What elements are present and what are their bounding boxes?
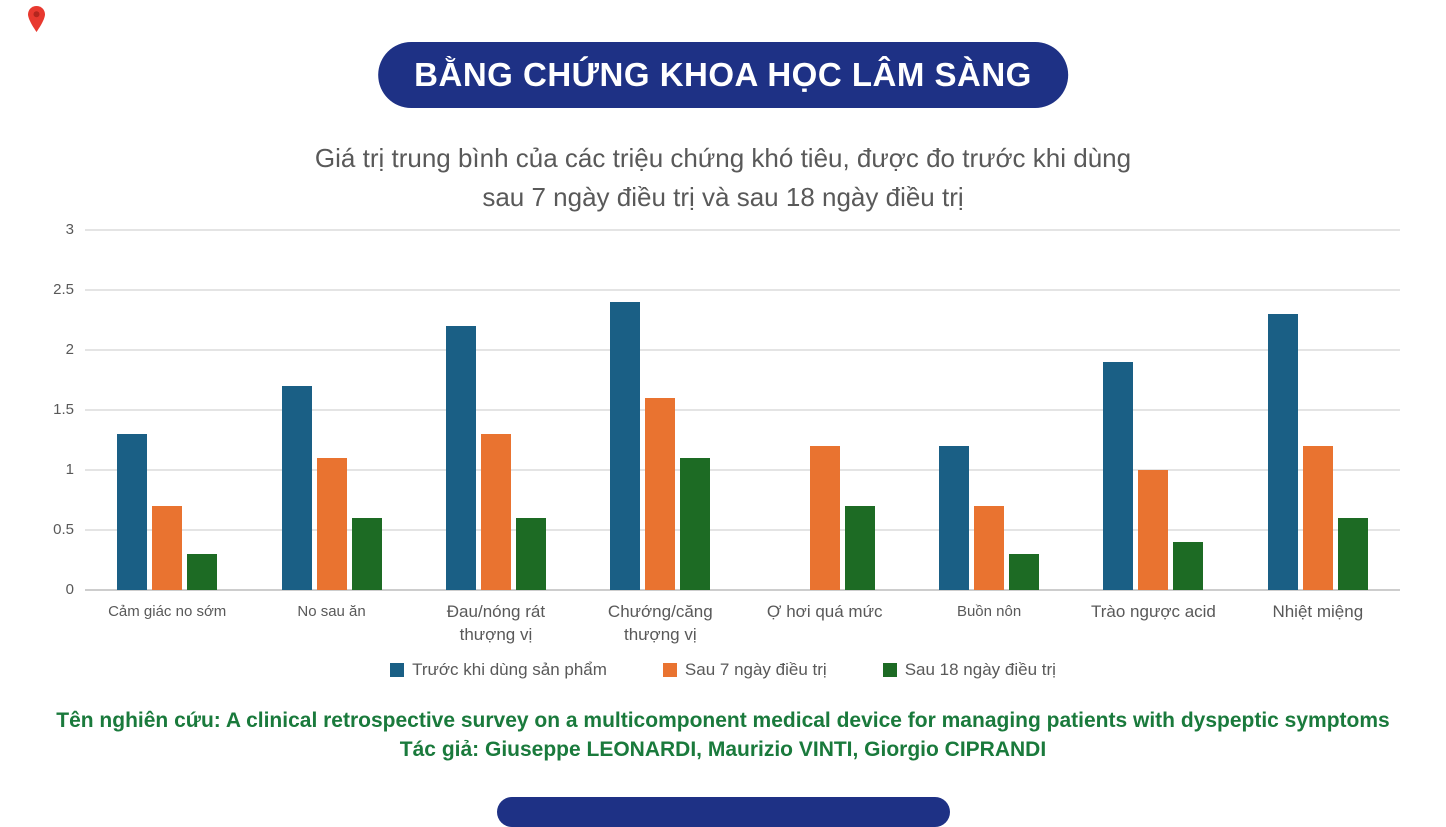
bar (281, 386, 312, 590)
category-label-line: Trào ngược acid (1090, 602, 1216, 621)
legend-item: Sau 18 ngày điều trị (882, 660, 1056, 680)
gridline (85, 529, 1400, 531)
legend-item-label: Sau 7 ngày điều trị (684, 660, 827, 679)
bar (316, 458, 347, 590)
bar (117, 434, 148, 590)
bar (809, 446, 840, 590)
y-axis: 0 0.5 1 1.5 2 2.5 3 (30, 221, 74, 598)
category-label-line: thượng vị (624, 625, 697, 644)
legend: Trước khi dùng sản phẩm Sau 7 ngày điều t… (0, 660, 1446, 680)
tick-label: 2.5 (53, 281, 74, 298)
bar (152, 506, 183, 590)
bar-chart: 0 0.5 1 1.5 2 2.5 3 Cảm giác no sớm No sau ăn Đa… (0, 221, 1446, 646)
gridline (85, 409, 1400, 411)
plot-area (85, 229, 1400, 591)
legend-item-label: Sau 18 ngày điều trị (904, 660, 1056, 679)
footer-accent-bar (497, 797, 950, 827)
bar-group (249, 230, 413, 590)
chart-title-line2: sau 7 ngày điều trị và sau 18 ngày điều … (482, 182, 964, 212)
bar (187, 554, 218, 590)
gridline (85, 289, 1400, 291)
bar (1103, 362, 1134, 590)
tick-label: 1.5 (53, 401, 74, 418)
bar-group (1071, 230, 1235, 590)
category-label: Đau/nóng rát thượng vị (414, 600, 578, 646)
bar-group (743, 230, 907, 590)
category-label-line: No sau ăn (297, 603, 366, 620)
bar (445, 326, 476, 590)
x-axis: Cảm giác no sớm No sau ăn Đau/nóng rát thượ… (85, 600, 1400, 646)
study-info: Tên nghiên cứu: A clinical retrospective… (0, 706, 1446, 764)
tick-label: 2 (65, 341, 74, 358)
bar (1173, 542, 1204, 590)
category-label-line: Chướng/căng (607, 602, 713, 621)
bar (645, 398, 676, 590)
bar (480, 434, 511, 590)
category-label: Trào ngược acid (1071, 600, 1235, 646)
headline-badge: BẰNG CHỨNG KHOA HỌC LÂM SÀNG (378, 42, 1068, 108)
category-label-line: Buồn nôn (956, 603, 1022, 620)
bar (610, 302, 641, 590)
bar-group (578, 230, 742, 590)
legend-item-label: Trước khi dùng sản phẩm (412, 660, 607, 679)
legend-swatch (662, 663, 677, 677)
category-label-line: Đau/nóng rát (446, 602, 546, 621)
category-label-line: Ợ hơi quá mức (766, 602, 883, 621)
bar-groups (85, 230, 1400, 590)
bar (515, 518, 546, 590)
bar (974, 506, 1005, 590)
category-label: Chướng/căng thượng vị (578, 600, 742, 646)
gridline (85, 349, 1400, 351)
bar-group (1236, 230, 1400, 590)
gridline (85, 229, 1400, 231)
legend-swatch (882, 663, 897, 677)
gridline (85, 469, 1400, 471)
study-name: Tên nghiên cứu: A clinical retrospective… (56, 709, 1390, 732)
bar (1302, 446, 1333, 590)
chart-title-line1: Giá trị trung bình của các triệu chứng k… (314, 143, 1132, 173)
legend-item: Trước khi dùng sản phẩm (390, 660, 607, 680)
legend-item: Sau 7 ngày điều trị (662, 660, 827, 680)
tick-label: 3 (65, 221, 74, 238)
bar (1267, 314, 1298, 590)
category-label: Buồn nôn (907, 600, 1071, 646)
bar (351, 518, 382, 590)
category-label: Cảm giác no sớm (85, 600, 249, 646)
category-label-line: Cảm giác no sớm (108, 603, 227, 620)
bar-group (414, 230, 578, 590)
tick-label: 1 (65, 461, 74, 478)
study-authors: Tác giả: Giuseppe LEONARDI, Maurizio VIN… (399, 738, 1047, 761)
category-label-line: thượng vị (459, 625, 533, 644)
axis-line (85, 589, 1400, 591)
category-label: Ợ hơi quá mức (743, 600, 907, 646)
bar (680, 458, 711, 590)
location-pin-icon (28, 6, 45, 32)
bar-group (85, 230, 249, 590)
chart-title: Giá trị trung bình của các triệu chứng k… (0, 139, 1446, 217)
bar (844, 506, 875, 590)
category-label: Nhiệt miệng (1236, 600, 1400, 646)
tick-label: 0 (65, 581, 74, 598)
bar (1337, 518, 1368, 590)
bar (1138, 470, 1169, 590)
bar (939, 446, 970, 590)
tick-label: 0.5 (53, 521, 74, 538)
bar-group (907, 230, 1071, 590)
legend-swatch (390, 663, 405, 677)
bar (1009, 554, 1040, 590)
category-label: No sau ăn (249, 600, 413, 646)
category-label-line: Nhiệt miệng (1272, 602, 1364, 621)
